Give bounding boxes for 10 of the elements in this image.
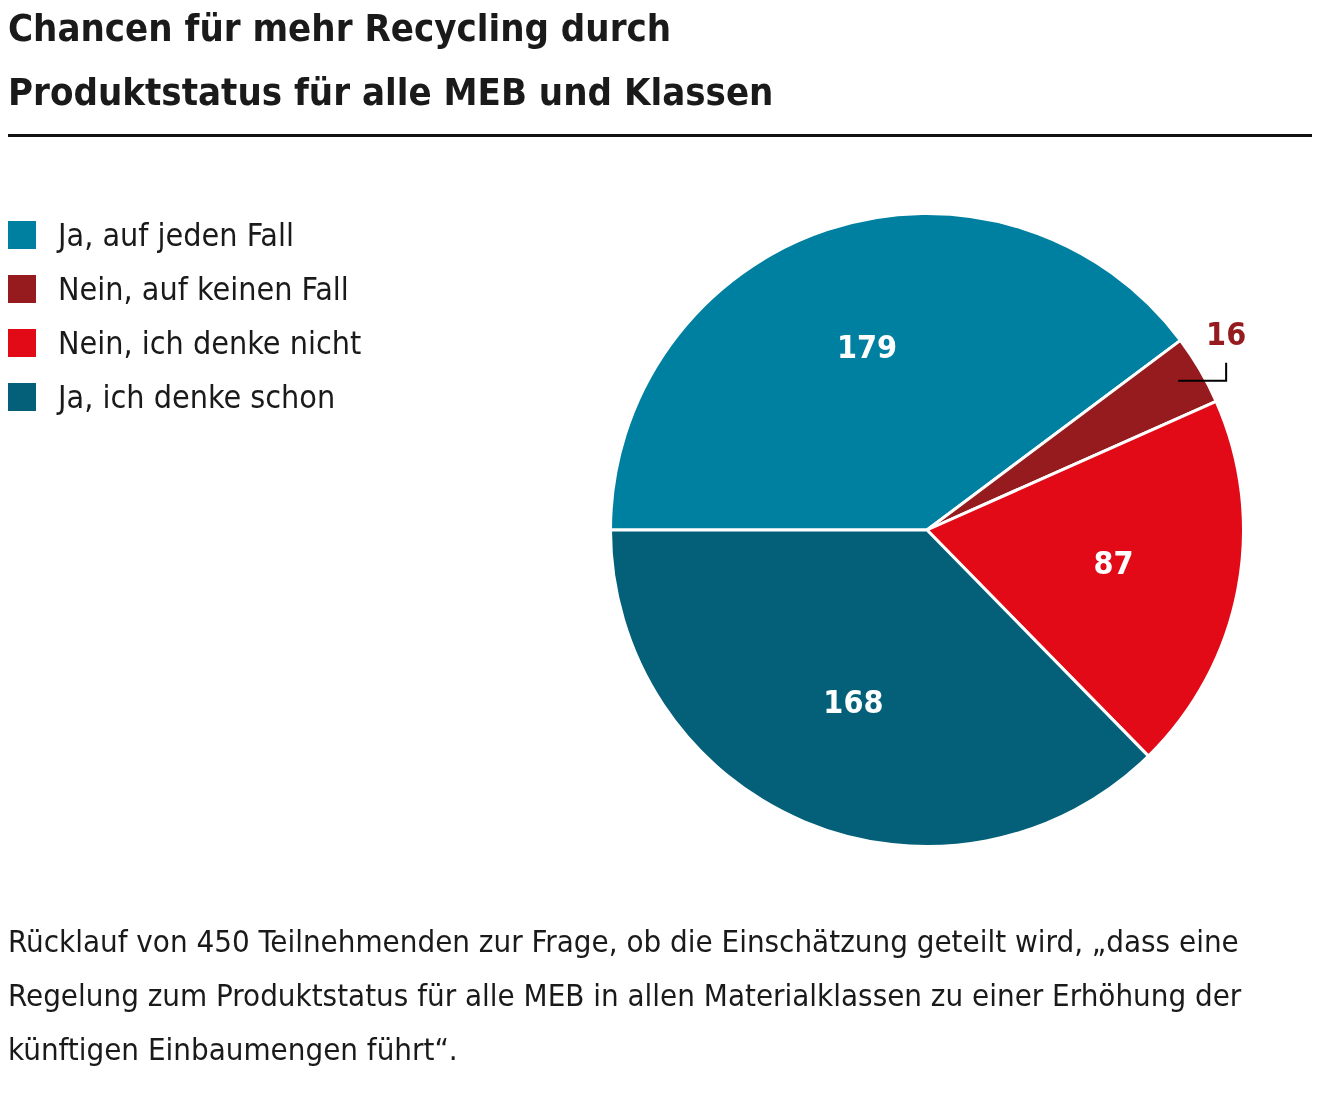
data-label: 179: [837, 328, 898, 367]
data-label: 168: [823, 683, 884, 722]
legend-label: Ja, auf jeden Fall: [58, 216, 294, 254]
legend-label: Ja, ich denke schon: [58, 378, 336, 416]
legend-label: Nein, auf keinen Fall: [58, 270, 349, 308]
data-label: 16: [1206, 314, 1247, 353]
chart-title: Chancen für mehr Recycling durch Produktstatus für alle MEB und Klassen: [8, 5, 775, 116]
data-label: 87: [1093, 543, 1134, 582]
text: Rücklauf von 450 Teilnehmenden zur Frage, ob die Einschätzung geteilt wird, „dass eine Regelung zum Produktstatus für alle MEB in allen Materialklassen zu einer Erhöhung der künftigen Einbaumengen führt“.: [8, 922, 1243, 1069]
legend-label: Nein, ich denke nicht: [58, 324, 362, 362]
